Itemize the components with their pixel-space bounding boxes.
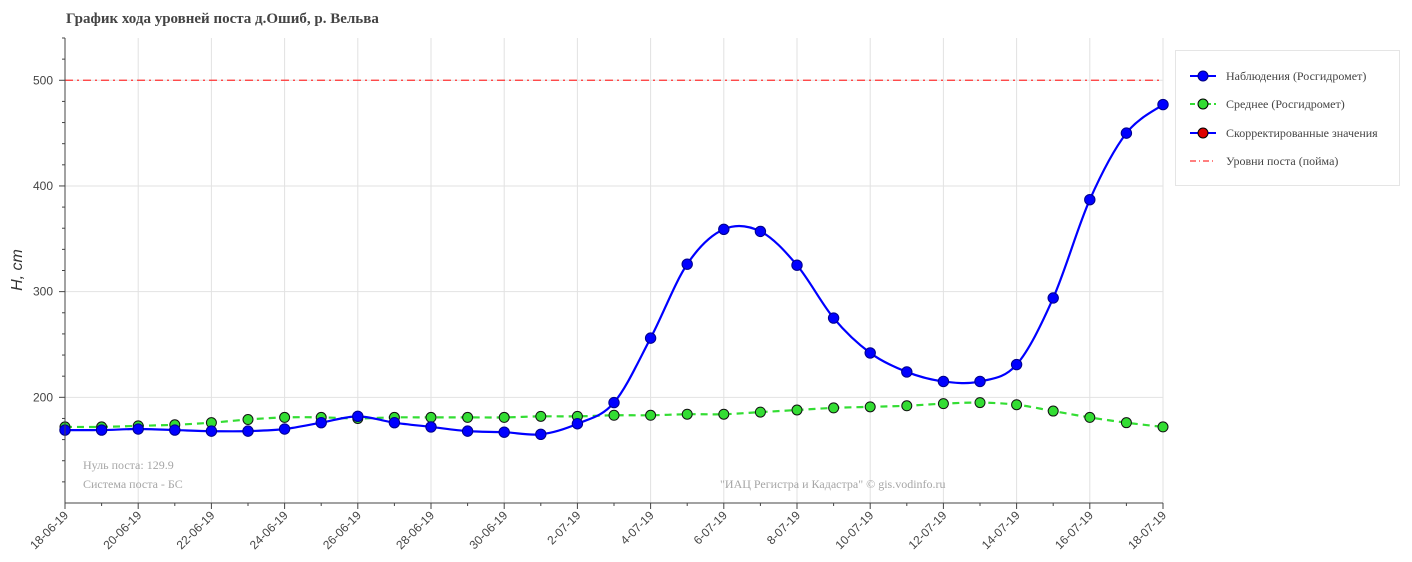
observation-data-point[interactable]: [974, 375, 986, 388]
observation-data-point[interactable]: [95, 424, 108, 436]
average-data-point[interactable]: [937, 398, 949, 410]
observation-data-point[interactable]: [864, 347, 876, 359]
average-data-point[interactable]: [279, 411, 291, 423]
observation-data-point[interactable]: [608, 396, 620, 409]
average-data-point[interactable]: [1047, 405, 1059, 417]
average-data-point[interactable]: [901, 400, 913, 412]
y-tick-label: 200: [33, 390, 53, 404]
average-data-point[interactable]: [1157, 421, 1169, 433]
y-axis-label: H, cm: [9, 249, 26, 291]
x-tick-label: 6-07-19: [691, 508, 730, 547]
average-data-point[interactable]: [974, 397, 986, 409]
legend-swatch: [1190, 160, 1216, 162]
grid-lines: [64, 38, 1164, 503]
average-data-point[interactable]: [1084, 411, 1096, 423]
observation-data-point[interactable]: [1047, 292, 1059, 304]
average-data-point[interactable]: [681, 408, 693, 420]
average-data-point[interactable]: [608, 409, 620, 421]
y-tick-label: 400: [33, 179, 53, 193]
observation-data-point[interactable]: [352, 410, 364, 423]
copyright-note: "ИАЦ Регистра и Кадастра" © gis.vodinfo.…: [720, 477, 946, 491]
average-data-point[interactable]: [718, 408, 730, 420]
legend-item-flood-level[interactable]: Уровни поста (пойма): [1188, 151, 1338, 171]
legend: Наблюдения (Росгидромет) Среднее (Росгид…: [1175, 50, 1400, 186]
average-data-point[interactable]: [535, 410, 547, 422]
observation-data-point[interactable]: [937, 375, 950, 388]
x-tick-label: 10-07-19: [832, 508, 876, 552]
x-tick-label: 24-06-19: [247, 508, 291, 552]
average-data-point[interactable]: [425, 411, 437, 423]
legend-label: Скорректированные значения: [1226, 125, 1378, 140]
legend-item-average[interactable]: Среднее (Росгидромет): [1188, 94, 1345, 114]
observation-data-point[interactable]: [754, 225, 767, 238]
observation-data-point[interactable]: [461, 425, 474, 437]
average-data-point[interactable]: [498, 411, 510, 423]
observation-data-point[interactable]: [278, 423, 291, 435]
observation-data-point[interactable]: [681, 258, 693, 270]
observation-data-point[interactable]: [571, 418, 584, 430]
x-axis-ticks: 18-06-19 20-06-19 22-06-19 24-06-19 26-06-19…: [27, 503, 1169, 552]
observation-data-point[interactable]: [718, 223, 730, 235]
observation-data-point[interactable]: [535, 428, 547, 441]
zero-level-note: Нуль поста: 129.9: [83, 458, 174, 472]
observation-data-point[interactable]: [315, 416, 327, 429]
average-data-point[interactable]: [1011, 399, 1023, 411]
average-data-point[interactable]: [645, 409, 657, 421]
observation-data-point[interactable]: [1157, 98, 1169, 111]
x-tick-label: 30-06-19: [466, 508, 510, 552]
observation-data-point[interactable]: [1010, 358, 1023, 371]
legend-label: Среднее (Росгидромет): [1226, 96, 1345, 111]
series-lines: [64, 103, 1164, 436]
x-tick-label: 16-07-19: [1052, 508, 1096, 552]
average-data-point[interactable]: [754, 406, 766, 418]
observation-data-point[interactable]: [1084, 193, 1096, 206]
average-data-point[interactable]: [828, 402, 840, 414]
observation-data-point[interactable]: [827, 312, 840, 324]
observation-data-point[interactable]: [242, 425, 254, 437]
x-tick-label: 18-07-19: [1125, 508, 1169, 552]
observations-series-line: [64, 103, 1164, 436]
y-tick-label: 500: [33, 73, 53, 87]
observation-data-point[interactable]: [132, 423, 144, 435]
y-tick-label: 300: [33, 285, 53, 299]
x-tick-label: 22-06-19: [174, 508, 218, 552]
x-tick-label: 14-07-19: [979, 508, 1023, 552]
observation-data-point[interactable]: [425, 421, 437, 433]
observation-data-point[interactable]: [791, 259, 803, 271]
observation-data-point[interactable]: [644, 332, 657, 344]
observation-data-point[interactable]: [498, 426, 510, 438]
observation-data-point[interactable]: [1120, 127, 1133, 139]
average-data-point[interactable]: [1120, 417, 1132, 429]
x-tick-label: 26-06-19: [320, 508, 364, 552]
average-data-point[interactable]: [242, 414, 254, 426]
average-data-point[interactable]: [791, 404, 803, 416]
legend-item-observations[interactable]: Наблюдения (Росгидромет): [1188, 66, 1366, 86]
x-tick-label: 18-06-19: [27, 508, 71, 552]
x-tick-label: 12-07-19: [906, 508, 950, 552]
observation-data-point[interactable]: [388, 416, 401, 429]
x-tick-label: 8-07-19: [764, 508, 803, 547]
y-axis-ticks: 200 300 400 500: [33, 37, 65, 483]
x-tick-label: 4-07-19: [618, 508, 657, 547]
observation-data-point[interactable]: [901, 366, 913, 378]
axes: [64, 38, 1163, 504]
legend-label: Уровни поста (пойма): [1226, 153, 1339, 168]
observation-data-point[interactable]: [205, 425, 218, 437]
chart-title: График хода уровней поста д.Ошиб, р. Вел…: [66, 11, 379, 27]
average-data-point[interactable]: [864, 401, 876, 413]
legend-label: Наблюдения (Росгидромет): [1226, 68, 1367, 83]
system-note: Система поста - БС: [83, 477, 183, 491]
legend-item-corrected[interactable]: Скорректированные значения: [1188, 123, 1378, 143]
x-tick-label: 2-07-19: [544, 508, 583, 547]
x-tick-label: 20-06-19: [100, 508, 144, 552]
legend-swatch: [1190, 98, 1216, 110]
series-points: [59, 98, 1169, 441]
legend-swatch: [1190, 127, 1216, 139]
x-tick-label: 28-06-19: [393, 508, 437, 552]
observation-data-point[interactable]: [169, 424, 181, 436]
legend-swatch: [1190, 70, 1216, 82]
average-data-point[interactable]: [462, 411, 474, 423]
